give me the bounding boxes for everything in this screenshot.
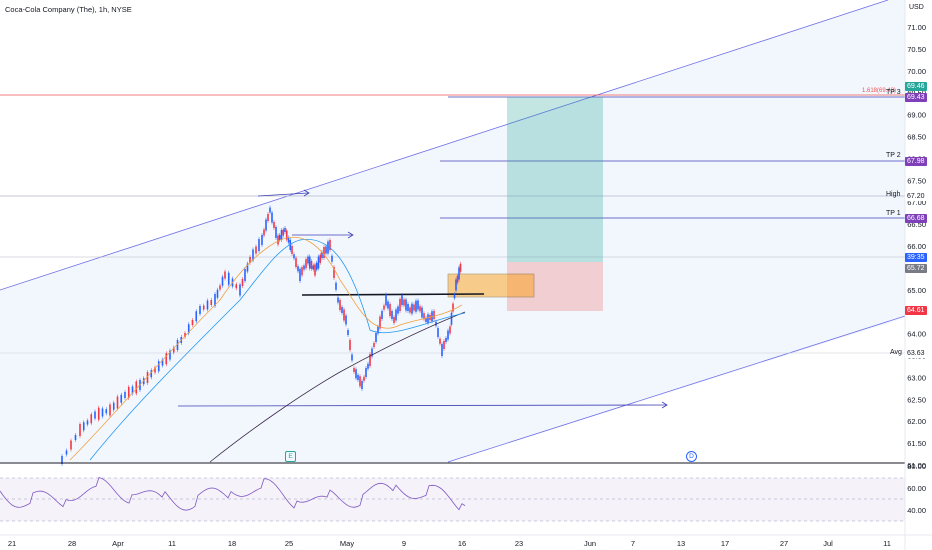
- rsi-axis[interactable]: 80.00 60.00 40.00: [907, 462, 926, 515]
- top-arrow-1[interactable]: [257, 192, 309, 197]
- avg-label: Avg: [890, 349, 902, 356]
- support-line[interactable]: [301, 293, 485, 296]
- time-tick-label: 21: [8, 539, 16, 548]
- projection-arrow[interactable]: [177, 404, 668, 407]
- tp3-label: TP 3: [886, 89, 901, 96]
- rsi-line: [0, 476, 466, 511]
- time-tick-label: 11: [883, 539, 891, 548]
- time-tick-label: Jun: [584, 539, 596, 548]
- price-tick-label: 61.00: [907, 461, 926, 470]
- tp3-price-tag: 69.43: [905, 93, 927, 102]
- avg-price-tag: 63.63: [905, 349, 927, 358]
- price-tick-label: 69.00: [907, 111, 926, 120]
- rsi-tick-label: 60.00: [907, 484, 926, 493]
- target-zone[interactable]: [507, 97, 603, 262]
- price-tick-label: 61.50: [907, 439, 926, 448]
- channel-lower-line[interactable]: [447, 315, 906, 463]
- time-tick-label: 11: [168, 539, 176, 548]
- top-arrowhead-2: [347, 231, 354, 239]
- price-tick-label: 66.00: [907, 242, 926, 251]
- price-tick-label: 65.00: [907, 286, 926, 295]
- fib-label: 1.618(69.43): [862, 88, 897, 94]
- time-tick-label: 13: [677, 539, 685, 548]
- time-tick-label: 17: [721, 539, 729, 548]
- time-tick-label: 16: [458, 539, 466, 548]
- price-tick-label: 70.00: [907, 67, 926, 76]
- tp1-price-tag: 66.68: [905, 214, 927, 223]
- ma-50-line: [89, 238, 466, 461]
- time-tick-label: 7: [631, 539, 635, 548]
- price-tick-label: 68.50: [907, 133, 926, 142]
- last-price-tag: 39:35: [905, 253, 927, 262]
- price-tick-label: 63.00: [907, 373, 926, 382]
- ma-20-line: [69, 236, 463, 461]
- orange-zone[interactable]: [447, 273, 535, 298]
- price-tick-label: 62.00: [907, 417, 926, 426]
- price-tick-label: 67.50: [907, 176, 926, 185]
- symbol-title[interactable]: Coca-Cola Company (The), 1h, NYSE: [5, 5, 132, 14]
- rsi-tick-label: 80.00: [907, 462, 926, 471]
- tp1-label: TP 1: [886, 210, 901, 217]
- time-tick-label: 25: [285, 539, 293, 548]
- time-tick-label: 9: [402, 539, 406, 548]
- price-tick-label: 66.50: [907, 220, 926, 229]
- earnings-marker-icon[interactable]: E: [285, 451, 296, 462]
- dividend-marker-icon[interactable]: D: [686, 451, 697, 462]
- price-tick-label: 70.50: [907, 45, 926, 54]
- time-tick-label: 18: [228, 539, 236, 548]
- time-tick-label: 27: [780, 539, 788, 548]
- top-arrowhead-1: [303, 189, 310, 197]
- high-label: High: [886, 191, 901, 198]
- channel-fill: [0, 0, 905, 462]
- time-tick-label: 28: [68, 539, 76, 548]
- ma-200-line: [209, 311, 466, 463]
- price-tick-label: 67.00: [907, 198, 926, 207]
- currency-label: USD: [909, 4, 924, 11]
- rsi-band: [0, 478, 905, 521]
- time-tick-label: Jul: [823, 539, 833, 548]
- current-price-tag: 69.46: [905, 82, 927, 91]
- channel-upper-line[interactable]: [0, 0, 889, 291]
- stop-zone[interactable]: [507, 262, 603, 311]
- tp2-label: TP 2: [886, 152, 901, 159]
- price-tick-label: 64.00: [907, 330, 926, 339]
- high-price-tag: 67.20: [905, 192, 927, 201]
- price-tick-label: 62.50: [907, 395, 926, 404]
- stop-price-tag: 64.61: [905, 306, 927, 315]
- time-tick-label: 23: [515, 539, 523, 548]
- rsi-tick-label: 40.00: [907, 506, 926, 515]
- tp2-price-tag: 67.98: [905, 157, 927, 166]
- projection-arrowhead: [661, 401, 668, 409]
- time-tick-label: Apr: [112, 539, 124, 548]
- price-tick-label: 71.00: [907, 23, 926, 32]
- time-axis[interactable]: 21 28 Apr 11 18 25 May 9 16 23 Jun 7 13 17 27 Jul 11: [8, 539, 891, 548]
- candles: [61, 205, 462, 466]
- close-price-tag: 65.72: [905, 264, 927, 273]
- time-tick-label: May: [340, 539, 354, 548]
